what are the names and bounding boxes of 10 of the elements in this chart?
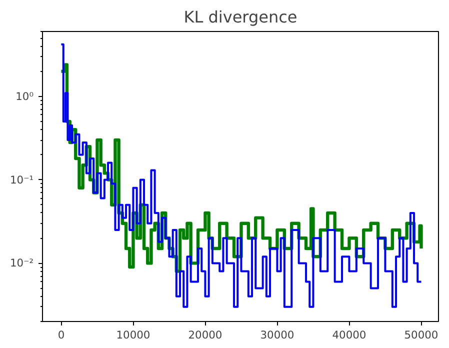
- y-tick-label: 10⁻¹: [10, 173, 34, 186]
- chart-title: KL divergence: [184, 8, 298, 26]
- y-tick-label: 10⁻²: [10, 256, 34, 270]
- x-tick-label: 40000: [332, 328, 366, 342]
- x-tick-label: 0: [58, 328, 65, 342]
- x-tick-label: 30000: [260, 328, 294, 342]
- y-tick-label: 10⁰: [16, 90, 34, 103]
- x-tick-label: 20000: [188, 328, 222, 342]
- x-tick-label: 50000: [404, 328, 438, 342]
- x-tick-label: 10000: [116, 328, 150, 342]
